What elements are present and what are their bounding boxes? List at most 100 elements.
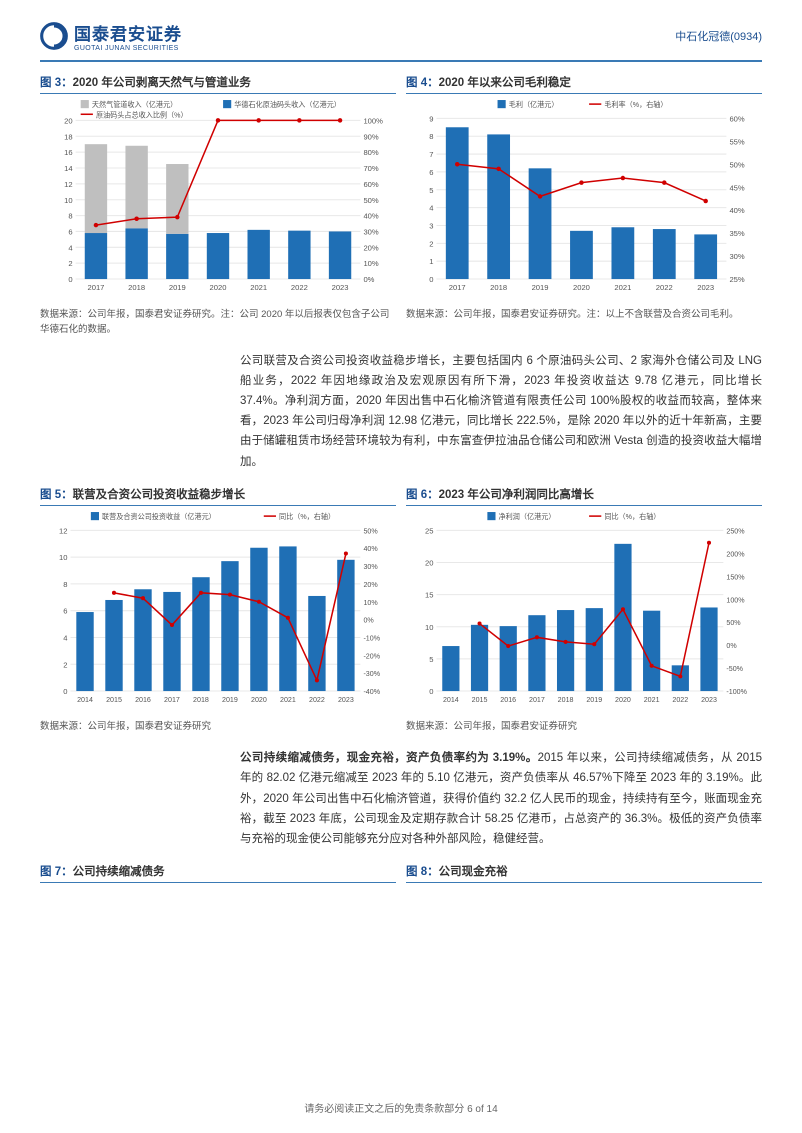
logo-icon xyxy=(40,22,68,50)
chart5-source: 数据来源：公司年报，国泰君安证券研究 xyxy=(40,720,396,734)
svg-text:40%: 40% xyxy=(363,212,378,221)
chart5-svg: 联营及合资公司投资收益（亿港元）同比（%，右轴）024681012-40%-30… xyxy=(40,510,396,713)
svg-text:净利润（亿港元）: 净利润（亿港元） xyxy=(499,512,556,521)
svg-text:25%: 25% xyxy=(729,275,744,284)
chart8-col: 图 8：公司现金充裕 xyxy=(406,863,762,887)
svg-text:25: 25 xyxy=(425,526,433,535)
svg-text:50%: 50% xyxy=(363,527,378,535)
chart6-col: 图 6：2023 年公司净利润同比高增长 净利润（亿港元） 同比（%，右轴） 0 5 1… xyxy=(406,486,762,735)
svg-text:5: 5 xyxy=(429,186,433,195)
chart-row-2: 图 5：联营及合资公司投资收益稳步增长 联营及合资公司投资收益（亿港元） 同比（%… xyxy=(40,486,762,735)
svg-text:30%: 30% xyxy=(363,227,378,236)
svg-text:0: 0 xyxy=(429,687,433,696)
chart5-col: 图 5：联营及合资公司投资收益稳步增长 联营及合资公司投资收益（亿港元）同比（%… xyxy=(40,486,396,735)
svg-text:50%: 50% xyxy=(363,196,378,205)
svg-text:-40%: -40% xyxy=(363,688,380,696)
svg-text:0: 0 xyxy=(68,275,72,284)
logo-text: 国泰君安证券 GUOTAI JUNAN SECURITIES xyxy=(74,20,182,52)
svg-text:250%: 250% xyxy=(726,527,745,535)
svg-text:2023: 2023 xyxy=(332,283,349,292)
svg-text:45%: 45% xyxy=(729,183,744,192)
svg-text:50%: 50% xyxy=(729,160,744,169)
svg-text:2021: 2021 xyxy=(250,283,267,292)
svg-text:2023: 2023 xyxy=(697,283,714,292)
svg-text:12: 12 xyxy=(59,526,67,535)
svg-text:2021: 2021 xyxy=(280,696,296,704)
svg-text:7: 7 xyxy=(429,150,433,159)
svg-text:联营及合资公司投资收益（亿港元）: 联营及合资公司投资收益（亿港元） xyxy=(102,512,216,521)
svg-text:20: 20 xyxy=(425,558,433,567)
svg-text:12: 12 xyxy=(64,180,72,189)
svg-text:10%: 10% xyxy=(363,598,378,606)
svg-text:2019: 2019 xyxy=(532,283,549,292)
svg-text:毛利（亿港元）: 毛利（亿港元） xyxy=(509,100,559,109)
svg-text:同比（%，右轴）: 同比（%，右轴） xyxy=(604,512,660,521)
svg-text:200%: 200% xyxy=(726,550,745,558)
svg-text:30%: 30% xyxy=(363,563,378,571)
chart8-title: 图 8：公司现金充裕 xyxy=(406,863,762,883)
chart6-source: 数据来源：公司年报，国泰君安证券研究 xyxy=(406,720,762,734)
svg-text:20%: 20% xyxy=(363,243,378,252)
svg-text:80%: 80% xyxy=(363,148,378,157)
chart4-title: 图 4：2020 年以来公司毛利稳定 xyxy=(406,74,762,94)
chart3-col: 图 3：2020 年公司剥离天然气与管道业务 天然气管道收入（亿港元） 华德石化原… xyxy=(40,74,396,337)
svg-text:10%: 10% xyxy=(363,259,378,268)
svg-text:1: 1 xyxy=(429,257,433,266)
logo: 国泰君安证券 GUOTAI JUNAN SECURITIES xyxy=(40,20,182,52)
svg-text:2: 2 xyxy=(63,660,67,669)
svg-text:-20%: -20% xyxy=(363,652,380,660)
svg-text:90%: 90% xyxy=(363,132,378,141)
svg-text:20: 20 xyxy=(64,116,72,125)
svg-text:70%: 70% xyxy=(363,164,378,173)
footer: 请务必阅读正文之后的免责条款部分 6 of 14 xyxy=(0,1100,802,1115)
svg-text:2021: 2021 xyxy=(644,696,660,704)
svg-text:15: 15 xyxy=(425,590,433,599)
svg-text:8: 8 xyxy=(63,580,67,589)
chart4-source: 数据来源：公司年报，国泰君安证券研究。注：以上不含联营及合资公司毛利。 xyxy=(406,308,762,322)
svg-text:2019: 2019 xyxy=(222,696,238,704)
chart6-title: 图 6：2023 年公司净利润同比高增长 xyxy=(406,486,762,506)
svg-text:18: 18 xyxy=(64,132,72,141)
svg-text:2023: 2023 xyxy=(338,696,354,704)
chart4-col: 图 4：2020 年以来公司毛利稳定 毛利（亿港元）毛利率（%，右轴）01234… xyxy=(406,74,762,337)
chart6-svg: 净利润（亿港元）同比（%，右轴）0510152025-100%-50%0%50%… xyxy=(406,510,762,713)
svg-text:9: 9 xyxy=(429,114,433,123)
svg-text:2023: 2023 xyxy=(701,696,717,704)
svg-text:2022: 2022 xyxy=(309,696,325,704)
chart3-svg: 天然气管道收入（亿港元）华德石化原油码头收入（亿港元）原油码头占总收入比例（%）… xyxy=(40,98,396,301)
svg-text:-50%: -50% xyxy=(726,665,743,673)
chart5-title: 图 5：联营及合资公司投资收益稳步增长 xyxy=(40,486,396,506)
svg-text:0%: 0% xyxy=(363,275,374,284)
svg-text:5: 5 xyxy=(429,655,433,664)
header-stock: 中石化冠德(0934) xyxy=(675,28,762,44)
svg-text:2021: 2021 xyxy=(614,283,631,292)
chart3-title: 图 3：2020 年公司剥离天然气与管道业务 xyxy=(40,74,396,94)
svg-text:天然气管道收入（亿港元）: 天然气管道收入（亿港元） xyxy=(92,100,177,109)
svg-text:2018: 2018 xyxy=(490,283,507,292)
svg-text:2020: 2020 xyxy=(615,696,631,704)
svg-text:2018: 2018 xyxy=(558,696,574,704)
logo-cn: 国泰君安证券 xyxy=(74,20,182,45)
chart3-source: 数据来源：公司年报，国泰君安证券研究。注：公司 2020 年以后报表仅包含子公司… xyxy=(40,308,396,337)
svg-text:16: 16 xyxy=(64,148,72,157)
svg-text:2020: 2020 xyxy=(210,283,227,292)
svg-text:20%: 20% xyxy=(363,581,378,589)
svg-text:2020: 2020 xyxy=(251,696,267,704)
svg-text:2014: 2014 xyxy=(443,696,459,704)
svg-text:100%: 100% xyxy=(726,596,745,604)
svg-text:华德石化原油码头收入（亿港元）: 华德石化原油码头收入（亿港元） xyxy=(234,100,341,109)
logo-en: GUOTAI JUNAN SECURITIES xyxy=(74,45,182,52)
svg-text:4: 4 xyxy=(68,243,73,252)
svg-text:2019: 2019 xyxy=(586,696,602,704)
svg-text:2017: 2017 xyxy=(87,283,104,292)
svg-text:4: 4 xyxy=(63,633,68,642)
svg-text:2015: 2015 xyxy=(472,696,488,704)
svg-text:2022: 2022 xyxy=(656,283,673,292)
chart7-col: 图 7：公司持续缩减债务 xyxy=(40,863,396,887)
svg-text:2014: 2014 xyxy=(77,696,93,704)
svg-text:2017: 2017 xyxy=(449,283,466,292)
svg-text:6: 6 xyxy=(68,227,72,236)
svg-text:60%: 60% xyxy=(729,114,744,123)
chart-row-3: 图 7：公司持续缩减债务 图 8：公司现金充裕 xyxy=(40,863,762,887)
svg-text:6: 6 xyxy=(429,168,433,177)
